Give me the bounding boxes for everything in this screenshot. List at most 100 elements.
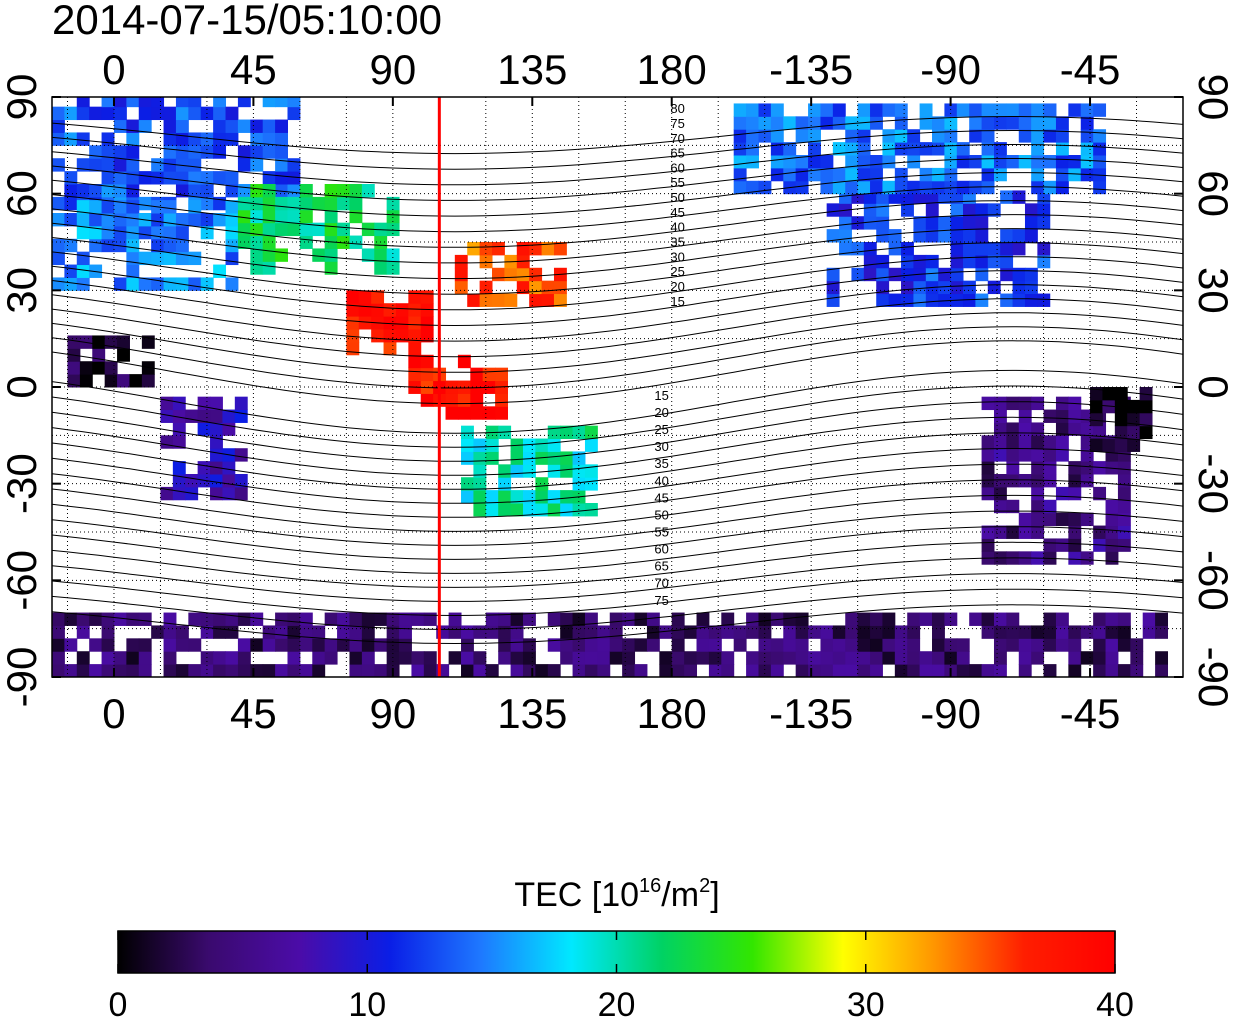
tec-cell	[975, 293, 989, 307]
tec-cell	[913, 254, 927, 269]
tec-cell	[64, 213, 78, 227]
contour-line	[52, 298, 1183, 358]
tec-cell	[684, 664, 698, 677]
tec-cell	[479, 242, 493, 256]
tec-cell	[1018, 396, 1032, 411]
tec-cell	[138, 171, 152, 185]
tec-cell	[932, 180, 945, 195]
tec-cell	[721, 664, 735, 677]
tec-cell	[498, 464, 512, 478]
tec-cell	[485, 612, 499, 626]
tec-cell	[457, 354, 471, 369]
tec-cell	[470, 367, 484, 382]
tec-cell	[1024, 293, 1038, 307]
tec-cell	[188, 251, 202, 266]
tec-cell	[395, 303, 409, 317]
tec-cell	[1031, 103, 1045, 117]
tec-cell	[163, 213, 177, 227]
tec-cell	[1031, 512, 1045, 527]
tec-cell	[423, 664, 437, 677]
tec-cell	[826, 203, 840, 217]
tec-cell	[1012, 267, 1026, 282]
tec-cell	[101, 200, 115, 214]
tec-cell	[408, 329, 422, 343]
tec-cell	[151, 251, 165, 266]
tec-cell	[708, 664, 722, 677]
tec-cell	[492, 267, 505, 282]
lon-tick-label-bottom: 180	[637, 690, 707, 737]
tec-cell	[1006, 625, 1020, 639]
tec-cell	[234, 448, 248, 462]
tec-cell	[67, 361, 81, 375]
tec-cell	[1024, 229, 1038, 243]
tec-cell	[1024, 203, 1038, 217]
tec-cell	[876, 280, 890, 295]
tec-cell	[299, 222, 313, 237]
tec-cell	[1043, 664, 1057, 677]
tec-region	[67, 335, 155, 388]
tec-cell	[981, 103, 995, 117]
tec-cell	[609, 612, 623, 626]
tec-cell	[200, 213, 214, 227]
lat-tick-label-right: 0	[1190, 375, 1235, 398]
tec-cell	[1155, 612, 1169, 626]
tec-cell	[371, 303, 385, 317]
tec-cell	[1080, 651, 1094, 665]
tec-cell	[1114, 438, 1128, 452]
colorbar-tick-label: 0	[109, 986, 128, 1021]
tec-cell	[857, 103, 871, 117]
contour-line	[52, 242, 1183, 295]
tec-cell	[535, 438, 549, 452]
tec-cell	[820, 651, 834, 665]
tec-cell	[89, 106, 103, 121]
tec-cell	[888, 242, 902, 256]
tec-cell	[584, 612, 598, 626]
tec-cell	[684, 625, 698, 639]
tec-cell	[733, 103, 747, 117]
tec-cell	[467, 293, 481, 307]
tec-cell	[1090, 387, 1103, 401]
tec-cell	[584, 425, 598, 440]
lat-tick-label-left: -30	[0, 453, 45, 514]
tec-cell	[1000, 267, 1014, 282]
tec-cell	[498, 612, 512, 626]
tec-cell	[1055, 486, 1069, 501]
tec-cell	[981, 448, 995, 462]
tec-cell	[1114, 399, 1128, 414]
tec-cell	[1105, 525, 1119, 539]
contour-label-south: 45	[654, 490, 668, 505]
tec-cell	[962, 280, 976, 295]
tec-cell	[275, 97, 288, 108]
tec-cell	[572, 625, 586, 639]
tec-cell	[275, 145, 288, 159]
tec-cell	[1068, 525, 1082, 539]
tec-cell	[163, 638, 177, 652]
tec-cell	[510, 664, 524, 677]
contour-label-south: 25	[654, 422, 668, 437]
tec-cell	[901, 242, 914, 256]
tec-cell	[944, 612, 958, 626]
tec-cell	[200, 196, 214, 211]
tec-cell	[535, 664, 549, 677]
tec-cell	[993, 103, 1007, 117]
tec-cell	[1031, 155, 1045, 169]
tec-cell	[237, 196, 251, 211]
tec-cell	[287, 209, 301, 224]
tec-cell	[746, 155, 759, 169]
contour-line	[52, 510, 1183, 560]
tec-cell	[1043, 638, 1057, 652]
tec-cell	[808, 103, 821, 117]
tec-cell	[547, 503, 561, 517]
tec-cell	[746, 142, 759, 156]
contour-label-north: 65	[670, 146, 684, 161]
tec-cell	[1093, 486, 1107, 501]
tec-cell	[882, 129, 896, 143]
tec-cell	[113, 106, 127, 121]
tec-cell	[925, 267, 939, 282]
contour-label-south: 70	[654, 576, 668, 591]
tec-cell	[510, 638, 524, 652]
tec-cell	[1117, 461, 1131, 475]
tec-cell	[845, 664, 859, 677]
tec-region	[461, 425, 598, 517]
tec-cell	[67, 335, 81, 349]
